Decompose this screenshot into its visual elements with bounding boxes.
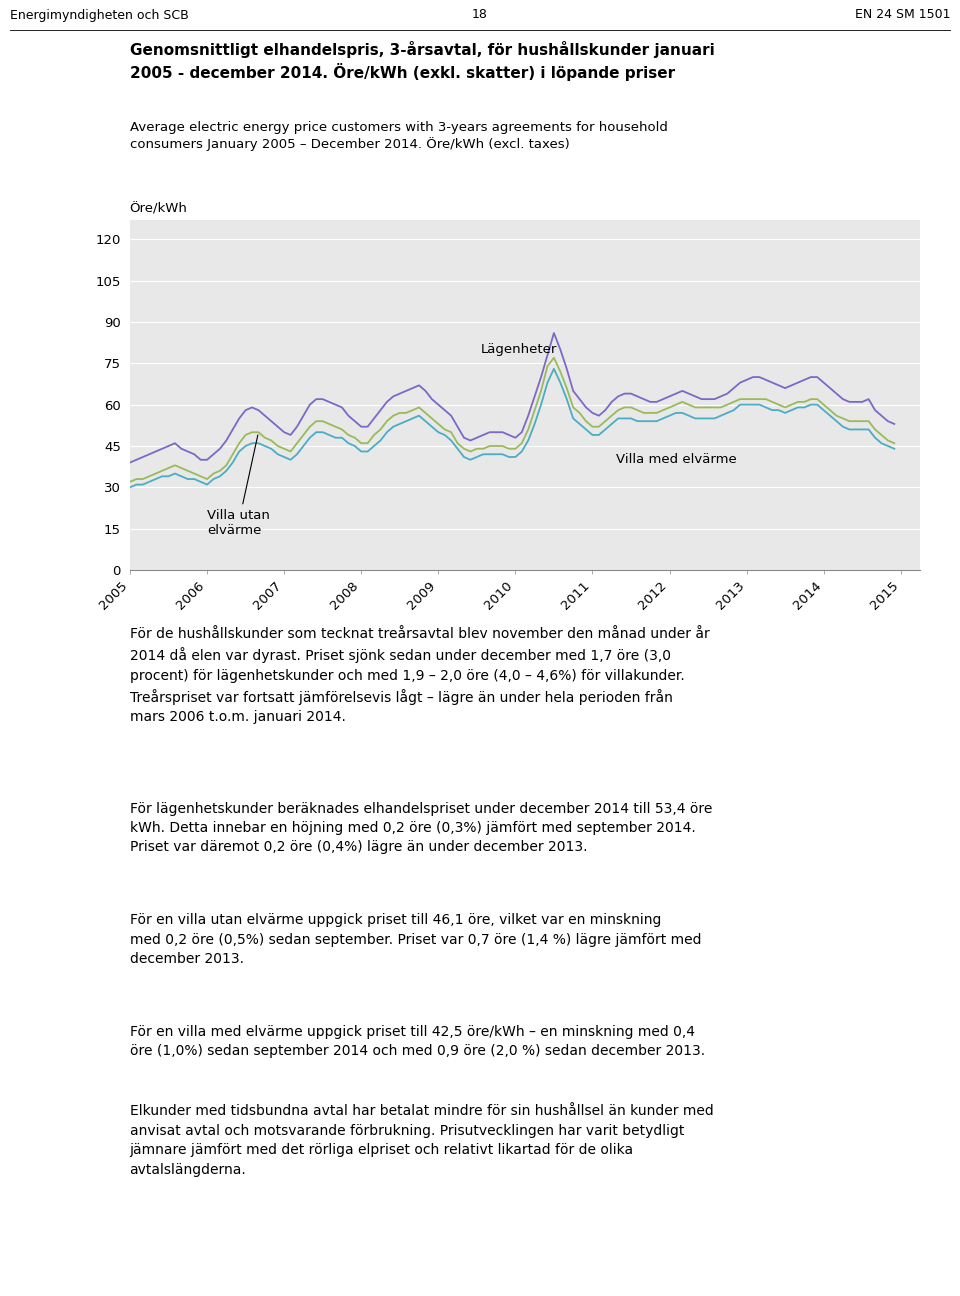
Text: 18: 18 [472,9,488,22]
Text: För lägenhetskunder beräknades elhandelspriset under december 2014 till 53,4 öre: För lägenhetskunder beräknades elhandels… [130,801,712,854]
Text: Average electric energy price customers with 3-years agreements for household
co: Average electric energy price customers … [130,121,667,152]
Text: Genomsnittligt elhandelspris, 3-årsavtal, för hushållskunder januari
2005 - dece: Genomsnittligt elhandelspris, 3-årsavtal… [130,40,714,80]
Text: Villa med elvärme: Villa med elvärme [615,454,736,467]
Text: Elkunder med tidsbundna avtal har betalat mindre för sin hushållsel än kunder me: Elkunder med tidsbundna avtal har betala… [130,1104,713,1177]
Text: För en villa utan elvärme uppgick priset till 46,1 öre, vilket var en minskning
: För en villa utan elvärme uppgick priset… [130,914,701,966]
Text: EN 24 SM 1501: EN 24 SM 1501 [855,9,950,22]
Text: För en villa med elvärme uppgick priset till 42,5 öre/kWh – en minskning med 0,4: För en villa med elvärme uppgick priset … [130,1025,705,1058]
Text: För de hushållskunder som tecknat treårsavtal blev november den månad under år
2: För de hushållskunder som tecknat treårs… [130,626,709,724]
Text: Villa utan
elvärme: Villa utan elvärme [207,435,270,538]
Text: Öre/kWh: Öre/kWh [130,202,187,215]
Text: Lägenheter: Lägenheter [481,343,557,356]
Text: Energimyndigheten och SCB: Energimyndigheten och SCB [10,9,188,22]
